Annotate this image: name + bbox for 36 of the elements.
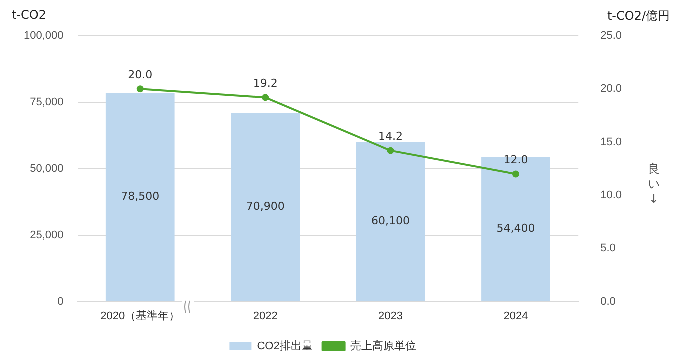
y-tick-label: 100,000: [24, 30, 64, 42]
bar: [106, 93, 175, 302]
bar: [356, 142, 426, 302]
data-label: 70,900: [246, 200, 285, 214]
legend-label: 売上高原単位: [350, 340, 416, 353]
y-tick-label: 50,000: [30, 162, 64, 175]
data-label: 19.2: [253, 77, 278, 90]
data-label: 78,500: [121, 190, 160, 204]
y2-tick-label: 15.0: [600, 136, 622, 148]
y-tick-label: 0: [58, 296, 64, 308]
y2-tick-label: 10.0: [600, 190, 622, 202]
x-tick-label: 2020（基準年）: [100, 309, 180, 322]
data-label: 54,400: [496, 222, 536, 236]
y-tick-label: 25,000: [30, 229, 64, 242]
point: [387, 147, 394, 154]
x-tick-label: 2024: [504, 310, 528, 322]
point: [512, 170, 520, 178]
y2-tick-label: 20.0: [600, 83, 622, 96]
x-tick-label: 2022: [253, 310, 278, 322]
legend-label: CO2排出量: [257, 340, 313, 353]
data-label: 20.0: [128, 68, 153, 82]
y-tick-label: 75,000: [30, 96, 64, 108]
y-axis-title: t-CO2: [12, 8, 46, 22]
y2-axis-title: t-CO2/億円: [607, 8, 670, 25]
data-label: 12.0: [504, 154, 528, 167]
bar: [231, 113, 300, 302]
y2-tick-label: 5.0: [600, 242, 616, 255]
data-label: 14.2: [378, 130, 404, 144]
data-label: 60,100: [372, 214, 410, 228]
text: 良い↓: [648, 162, 660, 207]
x-tick-label: 2023: [378, 310, 404, 322]
point: [136, 86, 144, 93]
bar: [482, 157, 550, 302]
point: [262, 94, 270, 102]
y2-tick-label: 25.0: [600, 30, 622, 42]
y2-tick-label: 0.0: [600, 296, 616, 308]
